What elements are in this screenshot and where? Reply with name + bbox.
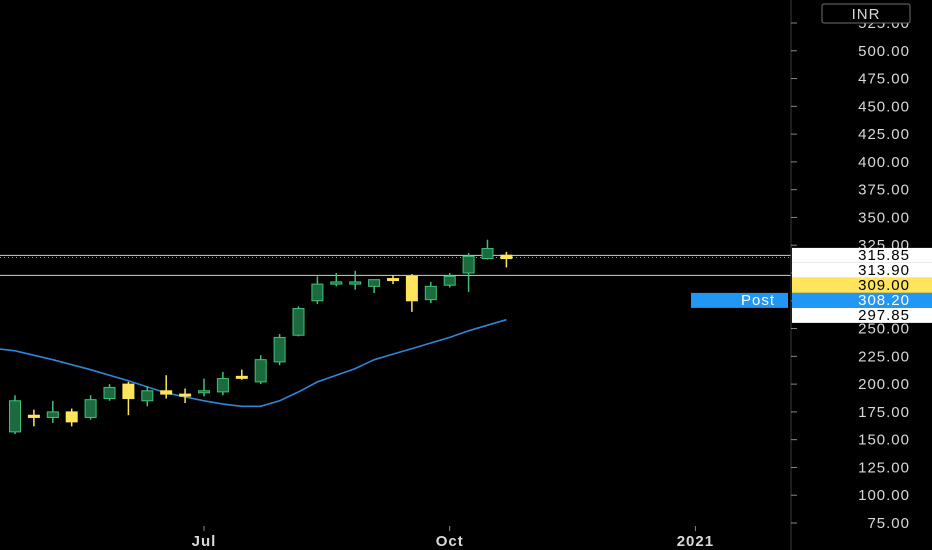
price-tag-label-4: 297.85 [858, 307, 910, 324]
candle-5 [103, 384, 116, 401]
candle-15 [292, 306, 305, 337]
y-tick-label-3: 450.00 [858, 98, 910, 115]
candle-8 [160, 375, 173, 399]
candle-20 [387, 275, 399, 285]
candle-21 [405, 274, 418, 312]
price-tag-box-1 [792, 262, 932, 278]
y-tick-label-7: 350.00 [858, 209, 910, 226]
candle-18 [349, 270, 362, 290]
candle-body-24 [462, 255, 475, 274]
candles-layer [9, 239, 513, 435]
price-tag-label-3: 308.20 [858, 292, 910, 309]
time-axis[interactable]: Jul Oct 2021 [192, 526, 714, 550]
candle-body-14 [273, 336, 286, 363]
candle-body-1 [27, 414, 40, 418]
y-tick-label-2: 475.00 [858, 71, 910, 88]
y-tick-label-4: 425.00 [858, 126, 910, 143]
price-tag-4: 297.85 [792, 307, 932, 324]
candle-body-15 [292, 308, 305, 336]
price-tag-box-4 [792, 307, 932, 323]
y-tick-label-14: 175.00 [858, 404, 910, 421]
candle-body-23 [443, 275, 456, 286]
candle-19 [368, 279, 381, 293]
candle-23 [443, 273, 456, 288]
price-tag-0: 315.85 [792, 247, 932, 264]
candle-body-25 [481, 248, 494, 260]
price-level-lines [0, 254, 791, 276]
candle-body-2 [46, 411, 59, 418]
y-tick-label-18: 75.00 [867, 515, 910, 532]
price-tag-box-0 [792, 247, 932, 263]
candle-26 [500, 251, 513, 268]
candle-body-21 [405, 275, 418, 302]
candle-7 [141, 386, 154, 407]
price-tag-1: 313.90 [792, 262, 932, 279]
currency-badge-box [821, 3, 911, 24]
candle-16 [311, 276, 324, 305]
candle-14 [273, 334, 286, 366]
candle-9 [179, 388, 192, 403]
currency-badge[interactable]: INR [821, 3, 911, 24]
x-tick-label-2: 2021 [677, 533, 714, 550]
moving-average-line [0, 318, 507, 408]
candle-4 [84, 395, 97, 420]
y-tick-label-15: 150.00 [858, 432, 910, 449]
post-market-tag-box [691, 292, 788, 308]
price-tag-label-1: 313.90 [858, 262, 910, 279]
candle-13 [254, 355, 267, 385]
candle-body-6 [122, 383, 135, 400]
candle-25 [481, 239, 494, 260]
candle-17 [330, 273, 343, 287]
candle-body-10 [198, 390, 210, 394]
candle-body-26 [500, 254, 513, 260]
y-tick-label-11: 250.00 [858, 321, 910, 338]
candle-body-22 [424, 285, 437, 301]
y-tick-label-13: 200.00 [858, 376, 910, 393]
y-tick-label-1: 500.00 [858, 43, 910, 60]
y-tick-label-17: 100.00 [858, 487, 910, 504]
price-tag-2: 309.00 [792, 277, 932, 294]
candle-1 [27, 409, 40, 427]
candle-body-0 [9, 400, 21, 433]
y-tick-label-12: 225.00 [858, 348, 910, 365]
y-tick-label-5: 400.00 [858, 154, 910, 171]
candle-body-5 [103, 386, 116, 400]
price-tag-label-0: 315.85 [858, 247, 910, 264]
candle-body-4 [84, 399, 97, 418]
candle-3 [65, 408, 78, 427]
candle-body-12 [235, 375, 248, 379]
price-tag-3: 308.20 Post [691, 292, 932, 309]
currency-label: INR [852, 6, 881, 23]
candle-body-3 [65, 411, 78, 423]
candle-11 [216, 371, 229, 396]
candle-6 [122, 381, 135, 416]
y-tick-label-6: 375.00 [858, 182, 910, 199]
candle-body-19 [368, 279, 381, 287]
post-market-tag-label: Post [741, 292, 775, 309]
candle-12 [235, 369, 248, 380]
candle-body-11 [216, 378, 229, 393]
candle-body-18 [349, 281, 362, 285]
candle-body-17 [330, 281, 343, 285]
price-tag-box-2 [792, 277, 932, 293]
candle-body-13 [254, 359, 267, 383]
x-tick-label-0: Jul [192, 533, 217, 550]
price-tag-label-2: 309.00 [858, 277, 910, 294]
candle-22 [424, 281, 437, 303]
price-tag-box-3 [792, 292, 932, 308]
candle-0 [9, 395, 21, 435]
x-tick-label-1: Oct [436, 533, 464, 550]
y-tick-label-16: 125.00 [858, 459, 910, 476]
candle-2 [46, 400, 59, 423]
candle-24 [462, 253, 475, 292]
candle-10 [198, 378, 210, 397]
moving-average-layer [0, 318, 507, 408]
candle-body-7 [141, 390, 154, 402]
candle-body-20 [387, 278, 399, 282]
candle-body-9 [179, 393, 192, 397]
candle-body-8 [160, 390, 173, 395]
candle-body-16 [311, 283, 324, 302]
